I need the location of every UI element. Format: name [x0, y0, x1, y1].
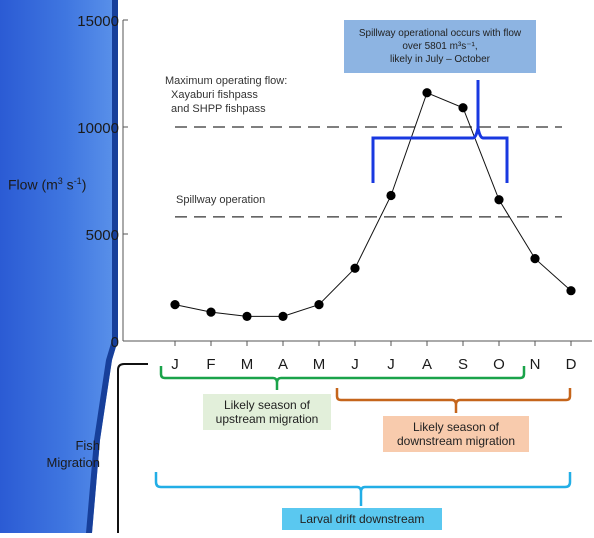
x-tick-label: J	[387, 356, 395, 373]
max-flow-label-line1: Maximum operating flow:	[165, 75, 288, 87]
x-tick-label: O	[493, 356, 505, 373]
data-point	[278, 311, 288, 321]
y-axis-label: Flow (m3 s-1)	[8, 176, 87, 193]
y-tick-label: 0	[111, 334, 119, 351]
data-point	[170, 300, 180, 310]
callout-line2: over 5801 m³s⁻¹,	[402, 41, 478, 52]
x-tick-label: D	[566, 356, 577, 373]
callout-line1: Spillway operational occurs with flow	[358, 28, 522, 39]
max-flow-label-line3: and SHPP fishpass	[171, 103, 266, 115]
upstream-bracket	[159, 366, 526, 390]
left-gradient-panel	[0, 0, 118, 533]
downstream-migration-box: Likely season of downstream migration	[383, 416, 529, 452]
x-tick-label: F	[206, 356, 215, 373]
x-tick-label: S	[458, 356, 468, 373]
left-panel-dark-edge	[86, 0, 118, 533]
larval-bracket	[154, 472, 572, 506]
data-point	[386, 190, 396, 201]
larval-drift-box: Larval drift downstream	[282, 508, 442, 530]
y-tick-label: 5000	[86, 227, 119, 244]
x-tick-label: A	[278, 356, 288, 373]
data-point	[530, 254, 540, 264]
max-operating-flow-label: Maximum operating flow: Xayaburi fishpas…	[165, 74, 287, 116]
data-point	[566, 286, 576, 296]
y-tick-label: 15000	[77, 13, 119, 30]
downstream-bracket	[335, 388, 572, 413]
callout-line3: likely in July – October	[389, 54, 491, 65]
fish-migration-bracket	[117, 363, 148, 533]
y-tick-label: 10000	[77, 120, 119, 137]
data-point	[206, 307, 216, 317]
x-tick-label: M	[241, 356, 254, 373]
x-tick-label: M	[313, 356, 326, 373]
upstream-migration-box: Likely season of upstream migration	[203, 394, 331, 430]
data-point	[350, 263, 360, 273]
spillway-brace	[371, 80, 509, 183]
x-tick-label: J	[171, 356, 179, 373]
spillway-operation-label: Spillway operation	[176, 194, 266, 206]
data-point	[314, 300, 324, 310]
spillway-callout-box: Spillway operational occurs with flow ov…	[344, 20, 536, 73]
data-point	[494, 195, 504, 205]
data-point	[242, 311, 252, 321]
max-flow-label-line2: Xayaburi fishpass	[171, 89, 258, 101]
series-line	[174, 92, 572, 317]
fish-migration-label: Fish Migration	[46, 438, 100, 470]
x-tick-label: J	[351, 356, 359, 373]
data-point	[458, 103, 468, 113]
data-point	[422, 88, 432, 98]
x-tick-label: N	[530, 356, 541, 373]
x-tick-label: A	[422, 356, 432, 373]
